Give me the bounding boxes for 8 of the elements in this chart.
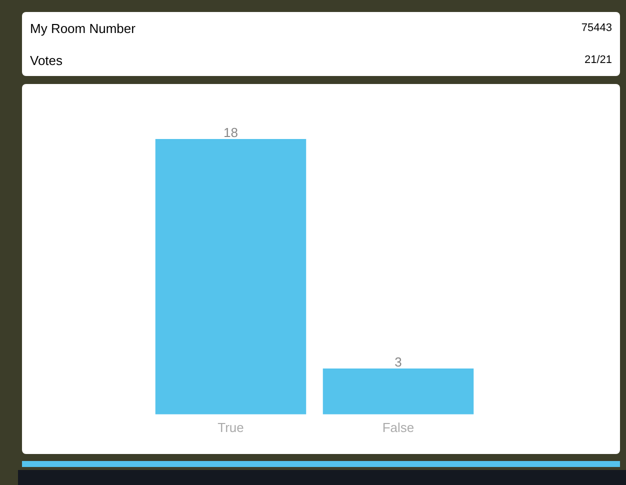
- text: 21/21: [584, 54, 612, 66]
- x-tick-label: True: [218, 420, 244, 435]
- data-label: 3: [394, 354, 402, 370]
- x-tick-label: False: [382, 420, 414, 435]
- text: My Room Number: [30, 20, 136, 36]
- data-label: 18: [224, 125, 238, 140]
- text: 75443: [581, 22, 612, 34]
- text: Votes: [30, 52, 63, 68]
